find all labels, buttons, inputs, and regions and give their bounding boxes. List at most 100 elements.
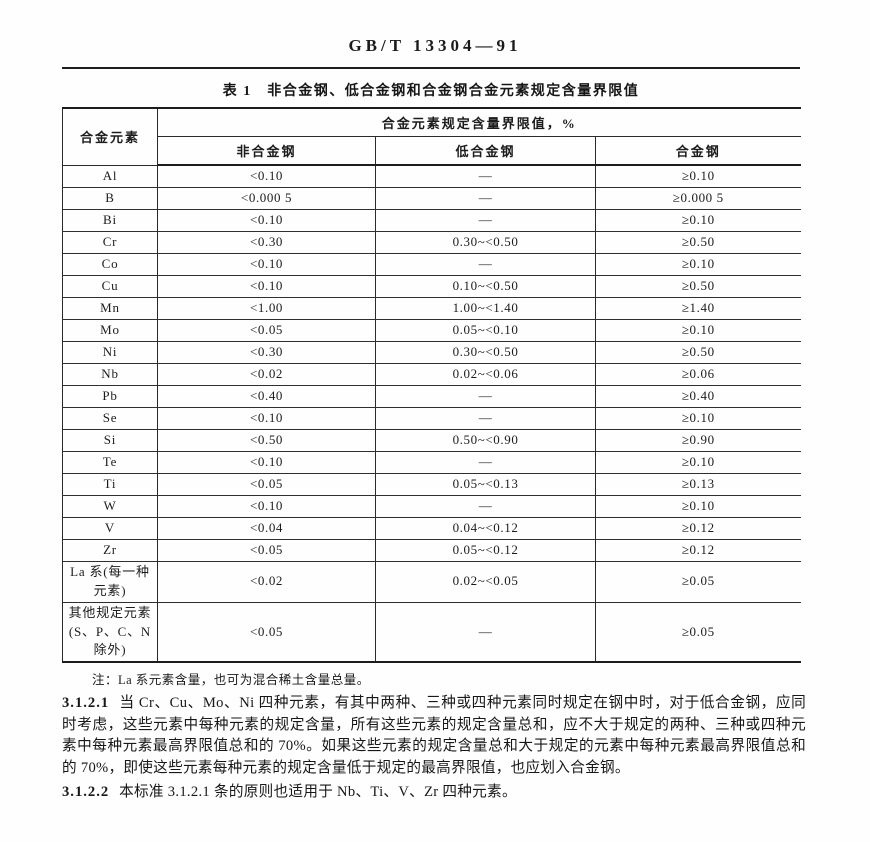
alloy-value-cell: ≥0.05 — [595, 561, 801, 603]
element-cell: Al — [62, 165, 158, 188]
alloy-value-cell: ≥0.10 — [595, 319, 801, 342]
table-row: V <0.04 0.04~<0.12 ≥0.12 — [62, 517, 801, 540]
alloy-value-cell: ≥0.10 — [595, 253, 801, 276]
alloy-value-cell: ≥0.40 — [595, 385, 801, 408]
element-cell: Ti — [62, 473, 158, 496]
table-row: Cr <0.30 0.30~<0.50 ≥0.50 — [62, 231, 801, 254]
table-row: Pb <0.40— ≥0.40 — [62, 385, 801, 408]
element-cell: V — [62, 517, 158, 540]
table-row: Te <0.10— ≥0.10 — [62, 451, 801, 474]
nonalloy-value-cell: <0.10 — [157, 275, 376, 298]
nonalloy-value-cell: <0.10 — [157, 407, 376, 430]
lowalloy-value-cell: — — [375, 451, 596, 474]
nonalloy-value-cell: <0.04 — [157, 517, 376, 540]
nonalloy-value-cell: <0.05 — [157, 473, 376, 496]
table-row: Se <0.10— ≥0.10 — [62, 407, 801, 430]
column-header-alloy: 合金钢 — [595, 136, 801, 166]
nonalloy-value-cell: <0.50 — [157, 429, 376, 452]
table-caption: 表 1 非合金钢、低合金钢和合金钢合金元素规定含量界限值 — [222, 84, 640, 99]
lowalloy-value-cell: — — [375, 495, 596, 518]
table-row: Al <0.10— ≥0.10 — [62, 165, 801, 188]
scanned-page: GB/T 13304—91 表 1 非合金钢、低合金钢和合金钢合金元素规定含量界… — [62, 36, 806, 803]
clause-3121: 3.1.2.1 当 Cr、Cu、Mo、Ni 四种元素，有其中两种、三种或四种元素同… — [62, 693, 806, 779]
lowalloy-value-cell: 0.10~<0.50 — [375, 275, 596, 298]
table-row: Zr <0.05 0.05~<0.12 ≥0.12 — [62, 539, 801, 562]
table-body: Al <0.10— ≥0.10 B <0.000 5— ≥0.000 5 Bi <0.10— ≥… — [62, 165, 801, 663]
element-cell: Bi — [62, 209, 158, 232]
column-header-lowalloy: 低合金钢 — [375, 136, 596, 166]
nonalloy-value-cell: <0.10 — [157, 165, 376, 188]
clause-text: 当 Cr、Cu、Mo、Ni 四种元素，有其中两种、三种或四种元素同时规定在钢中时… — [62, 695, 806, 776]
nonalloy-value-cell: <1.00 — [157, 297, 376, 320]
alloy-limits-table: 合金元素 合金元素规定含量界限值，% 非合金钢 低合金钢 合金钢 Al <0.10… — [62, 107, 801, 664]
table-row: Si <0.50 0.50~<0.90 ≥0.90 — [62, 429, 801, 452]
lowalloy-value-cell: — — [375, 385, 596, 408]
clause-3122: 3.1.2.2 本标准 3.1.2.1 条的原则也适用于 Nb、Ti、V、Zr 四… — [62, 782, 806, 804]
element-cell: Pb — [62, 385, 158, 408]
lowalloy-value-cell: 0.02~<0.05 — [375, 561, 596, 603]
lowalloy-value-cell: 0.02~<0.06 — [375, 363, 596, 386]
lowalloy-value-cell: 0.04~<0.12 — [375, 517, 596, 540]
alloy-value-cell: ≥0.10 — [595, 407, 801, 430]
table-row: W <0.10— ≥0.10 — [62, 495, 801, 518]
element-cell: B — [62, 187, 158, 210]
element-cell: Zr — [62, 539, 158, 562]
column-header-group: 合金元素规定含量界限值，% — [157, 108, 801, 137]
nonalloy-value-cell: <0.30 — [157, 231, 376, 254]
lowalloy-value-cell: — — [375, 602, 596, 663]
lowalloy-value-cell: 1.00~<1.40 — [375, 297, 596, 320]
lowalloy-value-cell: 0.30~<0.50 — [375, 231, 596, 254]
table-row: 其他规定元素(S、P、C、N 除外) <0.05— ≥0.05 — [62, 602, 801, 663]
table-row: B <0.000 5— ≥0.000 5 — [62, 187, 801, 210]
alloy-value-cell: ≥0.50 — [595, 341, 801, 364]
alloy-value-cell: ≥0.12 — [595, 539, 801, 562]
alloy-value-cell: ≥0.10 — [595, 165, 801, 188]
table-note: 注：La 系元素含量，也可为混合稀土含量总量。 — [92, 673, 370, 688]
lowalloy-value-cell: — — [375, 187, 596, 210]
table-row: Co <0.10— ≥0.10 — [62, 253, 801, 276]
alloy-value-cell: ≥0.06 — [595, 363, 801, 386]
element-cell: La 系(每一种元素) — [62, 561, 158, 603]
element-cell: W — [62, 495, 158, 518]
element-cell: Te — [62, 451, 158, 474]
table-row: Ti <0.05 0.05~<0.13 ≥0.13 — [62, 473, 801, 496]
lowalloy-value-cell: 0.05~<0.12 — [375, 539, 596, 562]
nonalloy-value-cell: <0.05 — [157, 319, 376, 342]
lowalloy-value-cell: — — [375, 209, 596, 232]
nonalloy-value-cell: <0.10 — [157, 451, 376, 474]
table-row: Mo <0.05 0.05~<0.10 ≥0.10 — [62, 319, 801, 342]
document-number: GB/T 13304—91 — [348, 36, 522, 55]
lowalloy-value-cell: — — [375, 253, 596, 276]
table-row: La 系(每一种元素) <0.02 0.02~<0.05 ≥0.05 — [62, 561, 801, 603]
element-cell: Se — [62, 407, 158, 430]
clauses: 3.1.2.1 当 Cr、Cu、Mo、Ni 四种元素，有其中两种、三种或四种元素同… — [62, 693, 806, 803]
nonalloy-value-cell: <0.02 — [157, 561, 376, 603]
lowalloy-value-cell: — — [375, 165, 596, 188]
clause-number: 3.1.2.2 — [62, 783, 110, 800]
alloy-value-cell: ≥0.10 — [595, 451, 801, 474]
alloy-value-cell: ≥0.12 — [595, 517, 801, 540]
clause-number: 3.1.2.1 — [62, 695, 110, 712]
nonalloy-value-cell: <0.30 — [157, 341, 376, 364]
table-row: Bi <0.10— ≥0.10 — [62, 209, 801, 232]
table-row: Ni <0.30 0.30~<0.50 ≥0.50 — [62, 341, 801, 364]
column-header-nonalloy: 非合金钢 — [157, 136, 376, 166]
nonalloy-value-cell: <0.05 — [157, 602, 376, 663]
lowalloy-value-cell: 0.50~<0.90 — [375, 429, 596, 452]
element-cell: Nb — [62, 363, 158, 386]
alloy-value-cell: ≥0.10 — [595, 495, 801, 518]
column-header-element: 合金元素 — [62, 108, 158, 166]
alloy-value-cell: ≥0.10 — [595, 209, 801, 232]
lowalloy-value-cell: 0.05~<0.10 — [375, 319, 596, 342]
nonalloy-value-cell: <0.10 — [157, 253, 376, 276]
alloy-value-cell: ≥0.50 — [595, 275, 801, 298]
element-cell: Si — [62, 429, 158, 452]
lowalloy-value-cell: 0.05~<0.13 — [375, 473, 596, 496]
alloy-value-cell: ≥0.000 5 — [595, 187, 801, 210]
element-cell: Mn — [62, 297, 158, 320]
nonalloy-value-cell: <0.05 — [157, 539, 376, 562]
alloy-value-cell: ≥0.13 — [595, 473, 801, 496]
element-cell: Cu — [62, 275, 158, 298]
alloy-value-cell: ≥0.90 — [595, 429, 801, 452]
header-rule — [62, 67, 800, 69]
